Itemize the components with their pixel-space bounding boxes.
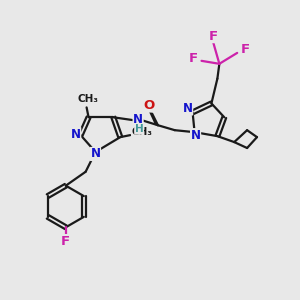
Text: H: H: [135, 124, 143, 134]
Text: CH₃: CH₃: [132, 127, 153, 137]
Text: CH₃: CH₃: [77, 94, 98, 104]
Text: O: O: [143, 99, 155, 112]
Text: F: F: [209, 30, 218, 43]
Text: F: F: [241, 44, 250, 56]
Text: N: N: [91, 148, 100, 160]
Text: F: F: [61, 235, 70, 248]
Text: N: N: [190, 129, 201, 142]
Text: N: N: [133, 113, 143, 126]
Text: F: F: [189, 52, 198, 65]
Text: N: N: [71, 128, 81, 141]
Text: N: N: [183, 102, 193, 115]
